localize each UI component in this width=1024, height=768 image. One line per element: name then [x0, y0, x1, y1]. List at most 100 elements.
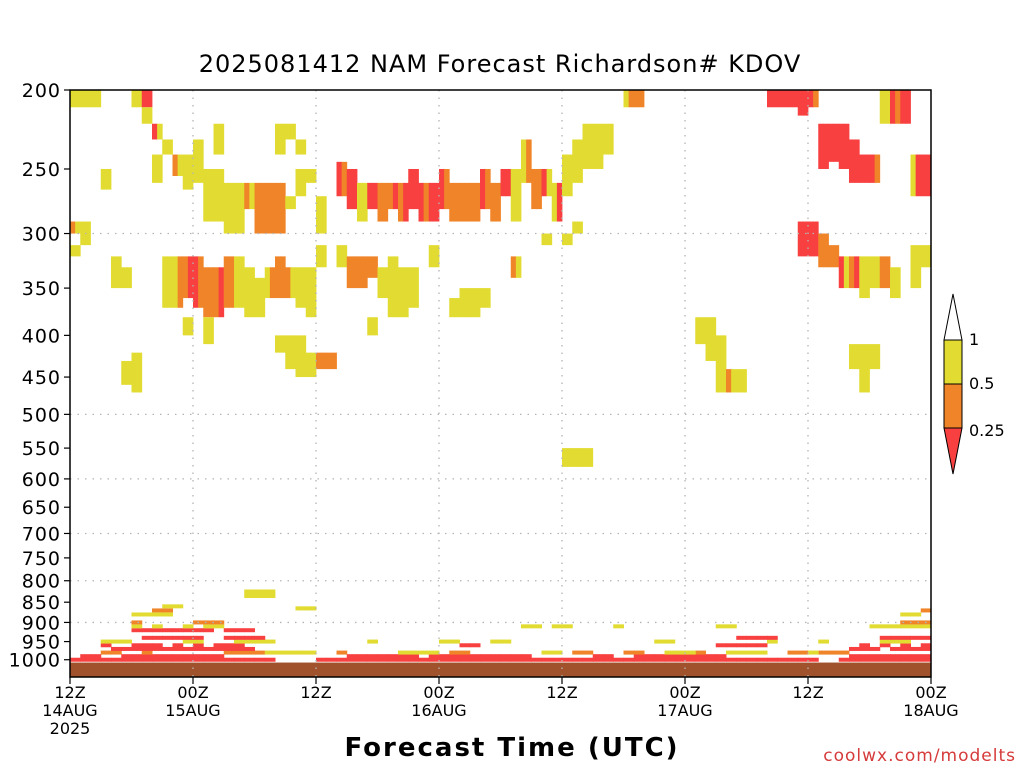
- heatmap-cell: [310, 267, 317, 318]
- boundary-layer-cell: [592, 654, 604, 659]
- boundary-layer-cell: [797, 657, 809, 662]
- heatmap-cell: [285, 123, 291, 140]
- boundary-layer-cell: [695, 654, 706, 659]
- x-tick-label: 16AUG: [411, 701, 466, 720]
- boundary-layer-cell: [141, 612, 153, 617]
- boundary-layer-cell: [100, 650, 112, 655]
- boundary-layer-cell: [90, 657, 102, 662]
- boundary-layer-cell: [756, 657, 768, 662]
- boundary-layer-cell: [449, 639, 460, 644]
- boundary-layer-cell: [172, 657, 184, 662]
- boundary-layer-cell: [490, 654, 501, 659]
- boundary-layer-cell: [234, 650, 245, 655]
- boundary-layer-cell: [879, 643, 891, 648]
- heatmap-cell: [623, 90, 630, 108]
- watermark: coolwx.com/modelts: [823, 746, 1016, 766]
- boundary-layer-cell: [849, 654, 860, 659]
- boundary-layer-cell: [264, 657, 276, 662]
- heatmap-cell: [608, 123, 614, 155]
- heatmap-cell: [879, 256, 886, 289]
- boundary-layer-cell: [603, 657, 614, 662]
- heatmap-cell: [305, 267, 312, 318]
- heatmap-cell: [474, 182, 481, 222]
- boundary-layer-cell: [111, 657, 122, 662]
- heatmap-cell: [362, 256, 368, 289]
- boundary-layer-cell: [777, 657, 788, 662]
- boundary-layer-cell: [879, 624, 891, 629]
- boundary-layer-cell: [203, 624, 214, 629]
- boundary-layer-cell: [193, 628, 204, 633]
- heatmap-cell: [198, 256, 204, 308]
- boundary-layer-cell: [152, 608, 163, 613]
- boundary-layer-cell: [490, 657, 501, 662]
- boundary-layer-cell: [879, 639, 891, 644]
- boundary-layer-cell: [193, 657, 204, 662]
- heatmap-cell: [720, 335, 727, 393]
- boundary-layer-cell: [654, 657, 665, 662]
- boundary-layer-cell: [162, 657, 173, 662]
- boundary-layer-cell: [797, 650, 809, 655]
- heatmap-cell: [782, 90, 788, 108]
- heatmap-cell: [577, 448, 583, 467]
- boundary-layer-cell: [900, 624, 911, 629]
- boundary-layer-cell: [900, 657, 911, 662]
- boundary-layer-cell: [890, 646, 901, 651]
- heatmap-cell: [300, 267, 307, 308]
- boundary-layer-cell: [213, 646, 225, 651]
- y-tick-label: 400: [22, 325, 61, 347]
- heatmap-cell: [449, 298, 455, 318]
- heatmap-cell: [85, 90, 91, 108]
- heatmap-cell: [536, 168, 542, 210]
- heatmap-cell: [474, 288, 481, 308]
- boundary-layer-cell: [890, 639, 901, 644]
- heatmap-cell: [592, 123, 599, 169]
- heatmap-cell: [859, 256, 865, 299]
- heatmap-cell: [295, 267, 302, 308]
- heatmap-cell: [387, 182, 394, 210]
- heatmap-cell: [480, 288, 486, 308]
- boundary-layer-cell: [838, 657, 850, 662]
- heatmap-cell: [244, 589, 250, 599]
- boundary-layer-cell: [869, 624, 881, 629]
- heatmap-cell: [310, 168, 317, 183]
- heatmap-cell: [336, 245, 343, 268]
- boundary-layer-cell: [131, 657, 143, 662]
- boundary-layer-cell: [869, 657, 881, 662]
- boundary-layer-cell: [428, 650, 440, 655]
- boundary-layer-cell: [521, 657, 532, 662]
- legend-label: 1: [969, 330, 979, 349]
- heatmap-cell: [351, 256, 358, 289]
- boundary-layer-cell: [234, 635, 245, 640]
- heatmap-cell: [884, 256, 891, 289]
- boundary-layer-cell: [141, 643, 153, 648]
- boundary-layer-cell: [367, 639, 378, 644]
- boundary-layer-cell: [408, 654, 419, 659]
- heatmap-cell: [890, 90, 896, 124]
- boundary-layer-cell: [111, 639, 122, 644]
- boundary-layer-cell: [264, 639, 276, 644]
- boundary-layer-cell: [141, 635, 153, 640]
- boundary-layer-cell: [172, 646, 184, 651]
- heatmap-cell: [833, 123, 840, 162]
- heatmap-cell: [321, 352, 327, 370]
- boundary-layer-cell: [100, 643, 112, 648]
- heatmap-cell: [75, 245, 81, 257]
- heatmap-cell: [510, 256, 517, 278]
- heatmap-cell: [275, 123, 281, 155]
- boundary-layer-cell: [480, 654, 491, 659]
- heatmap-cell: [259, 182, 266, 234]
- heatmap-cell: [75, 221, 81, 234]
- heatmap-cell: [792, 90, 799, 108]
- boundary-layer-cell: [449, 650, 460, 655]
- boundary-layer-cell: [213, 643, 225, 648]
- boundary-layer-cell: [787, 657, 799, 662]
- heatmap-cell: [244, 182, 250, 210]
- heatmap-cell: [797, 90, 804, 116]
- heatmap-cell: [300, 139, 307, 155]
- boundary-layer-cell: [879, 657, 891, 662]
- heatmap-cell: [849, 344, 855, 370]
- heatmap-cell: [464, 182, 471, 222]
- x-tick-label: 17AUG: [657, 701, 712, 720]
- boundary-layer-cell: [910, 612, 922, 617]
- boundary-layer-cell: [172, 635, 184, 640]
